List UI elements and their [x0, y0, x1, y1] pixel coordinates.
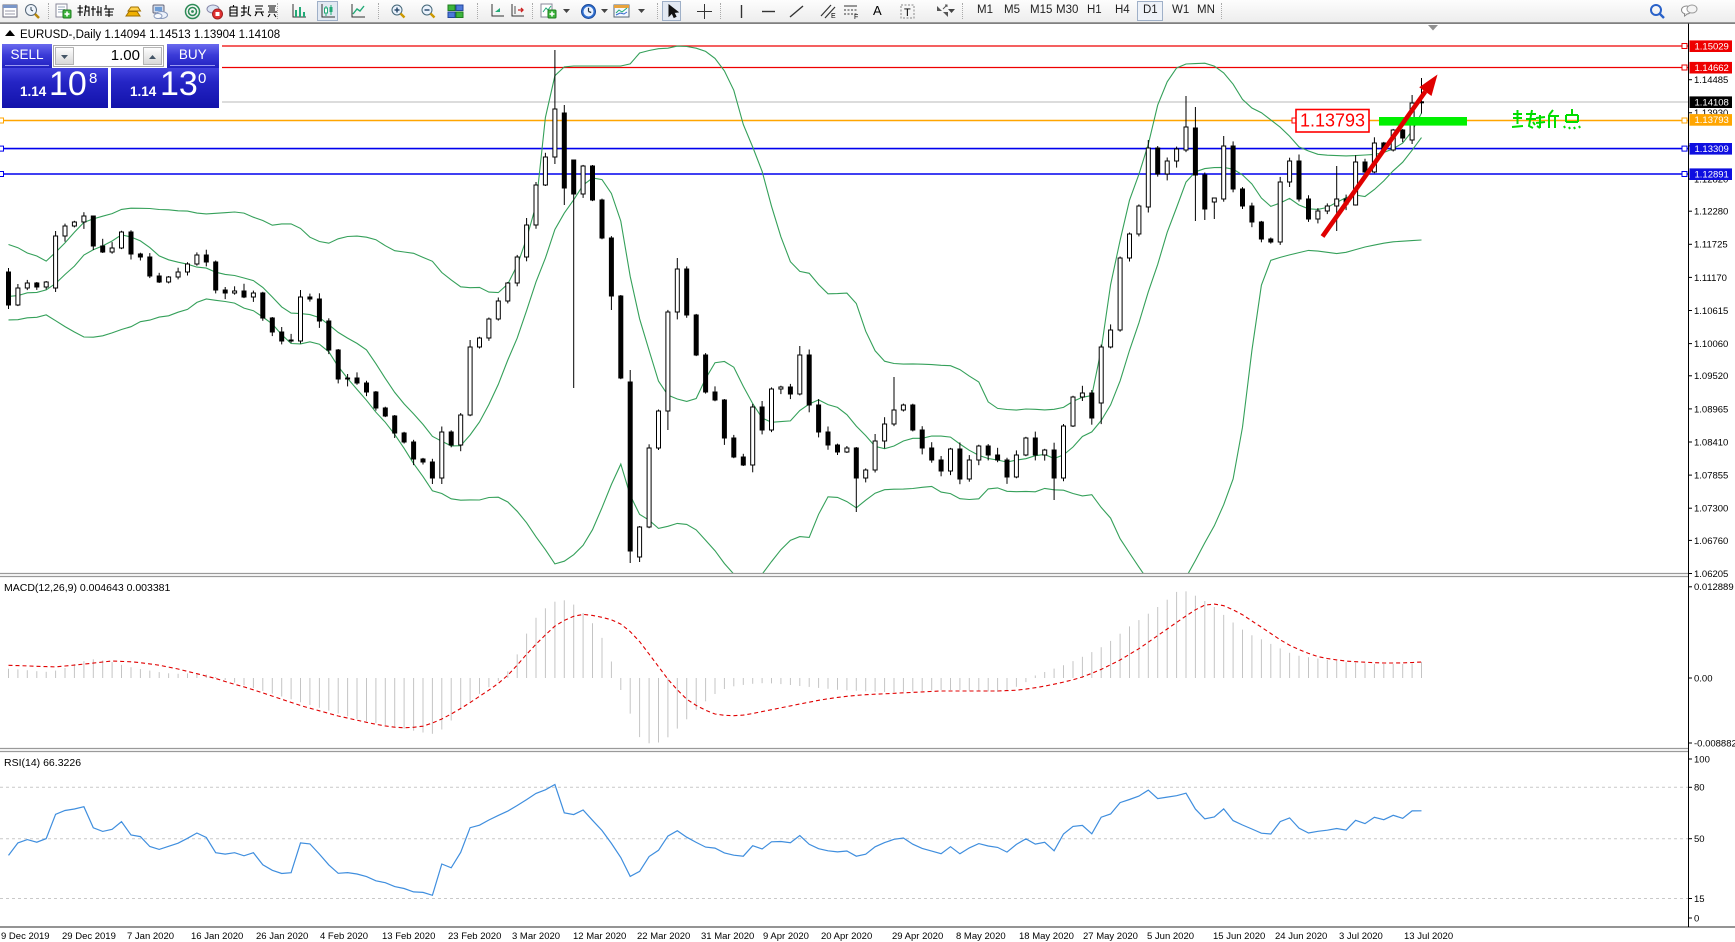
svg-text:16 Jan 2020: 16 Jan 2020 — [191, 931, 243, 942]
svg-text:1.10060: 1.10060 — [1694, 339, 1728, 350]
svg-text:1.11725: 1.11725 — [1694, 240, 1728, 251]
svg-text:1.12280: 1.12280 — [1694, 207, 1728, 218]
svg-text:1.11170: 1.11170 — [1694, 273, 1727, 284]
svg-text:23 Feb 2020: 23 Feb 2020 — [448, 931, 501, 942]
svg-text:5 Jun 2020: 5 Jun 2020 — [1147, 931, 1194, 942]
svg-text:1.12891: 1.12891 — [1695, 170, 1729, 181]
svg-text:1.13930: 1.13930 — [1694, 108, 1728, 119]
svg-text:1.08965: 1.08965 — [1694, 404, 1728, 415]
svg-text:1.09520: 1.09520 — [1694, 371, 1728, 382]
svg-text:9 Apr 2020: 9 Apr 2020 — [763, 931, 809, 942]
svg-text:1.06205: 1.06205 — [1694, 569, 1728, 580]
svg-text:13 Feb 2020: 13 Feb 2020 — [382, 931, 435, 942]
svg-text:31 Mar 2020: 31 Mar 2020 — [701, 931, 754, 942]
svg-text:RSI(14) 66.3226: RSI(14) 66.3226 — [4, 757, 81, 769]
svg-text:9 Dec 2019: 9 Dec 2019 — [1, 931, 50, 942]
svg-text:F: F — [854, 14, 858, 20]
svg-text:20 Apr 2020: 20 Apr 2020 — [821, 931, 872, 942]
svg-text:1.06760: 1.06760 — [1694, 536, 1728, 547]
svg-text:1.07855: 1.07855 — [1694, 471, 1728, 482]
svg-text:4 Feb 2020: 4 Feb 2020 — [320, 931, 368, 942]
svg-text:-0.008882: -0.008882 — [1694, 738, 1735, 749]
svg-text:18 May 2020: 18 May 2020 — [1019, 931, 1074, 942]
svg-text:0: 0 — [1694, 913, 1699, 924]
svg-text:50: 50 — [1694, 834, 1705, 845]
svg-text:T: T — [904, 7, 911, 19]
svg-text:0.012889: 0.012889 — [1694, 582, 1734, 593]
svg-text:22 Mar 2020: 22 Mar 2020 — [637, 931, 690, 942]
svg-text:MACD(12,26,9) 0.004643 0.00338: MACD(12,26,9) 0.004643 0.003381 — [4, 582, 171, 594]
svg-text:100: 100 — [1694, 754, 1710, 765]
svg-text:1.13793: 1.13793 — [1300, 111, 1365, 131]
svg-text:13 Jul 2020: 13 Jul 2020 — [1404, 931, 1453, 942]
svg-text:1.14485: 1.14485 — [1694, 75, 1728, 86]
svg-text:1.13793: 1.13793 — [1695, 115, 1729, 126]
svg-text:15: 15 — [1694, 894, 1705, 905]
svg-text:7 Jan 2020: 7 Jan 2020 — [127, 931, 174, 942]
svg-text:29 Dec 2019: 29 Dec 2019 — [62, 931, 116, 942]
svg-text:1.08410: 1.08410 — [1694, 437, 1728, 448]
svg-text:80: 80 — [1694, 783, 1705, 794]
svg-text:8 May 2020: 8 May 2020 — [956, 931, 1006, 942]
svg-text:15 Jun 2020: 15 Jun 2020 — [1213, 931, 1265, 942]
svg-text:24 Jun 2020: 24 Jun 2020 — [1275, 931, 1327, 942]
svg-text:27 May 2020: 27 May 2020 — [1083, 931, 1138, 942]
svg-text:3 Jul 2020: 3 Jul 2020 — [1339, 931, 1383, 942]
svg-text:0.00: 0.00 — [1694, 673, 1713, 684]
svg-text:1.07300: 1.07300 — [1694, 504, 1728, 515]
svg-text:1.14108: 1.14108 — [1695, 98, 1729, 109]
svg-text:3 Mar 2020: 3 Mar 2020 — [512, 931, 560, 942]
svg-text:1.10615: 1.10615 — [1694, 306, 1728, 317]
svg-text:1.15029: 1.15029 — [1695, 42, 1729, 53]
svg-text:EURUSD-,Daily 1.14094 1.14513: EURUSD-,Daily 1.14094 1.14513 1.13904 1.… — [20, 29, 280, 41]
svg-text:12 Mar 2020: 12 Mar 2020 — [573, 931, 626, 942]
svg-text:E: E — [831, 13, 836, 20]
svg-text:1.13309: 1.13309 — [1695, 144, 1729, 155]
svg-text:26 Jan 2020: 26 Jan 2020 — [256, 931, 308, 942]
svg-text:1.14662: 1.14662 — [1695, 63, 1729, 74]
svg-text:29 Apr 2020: 29 Apr 2020 — [892, 931, 943, 942]
